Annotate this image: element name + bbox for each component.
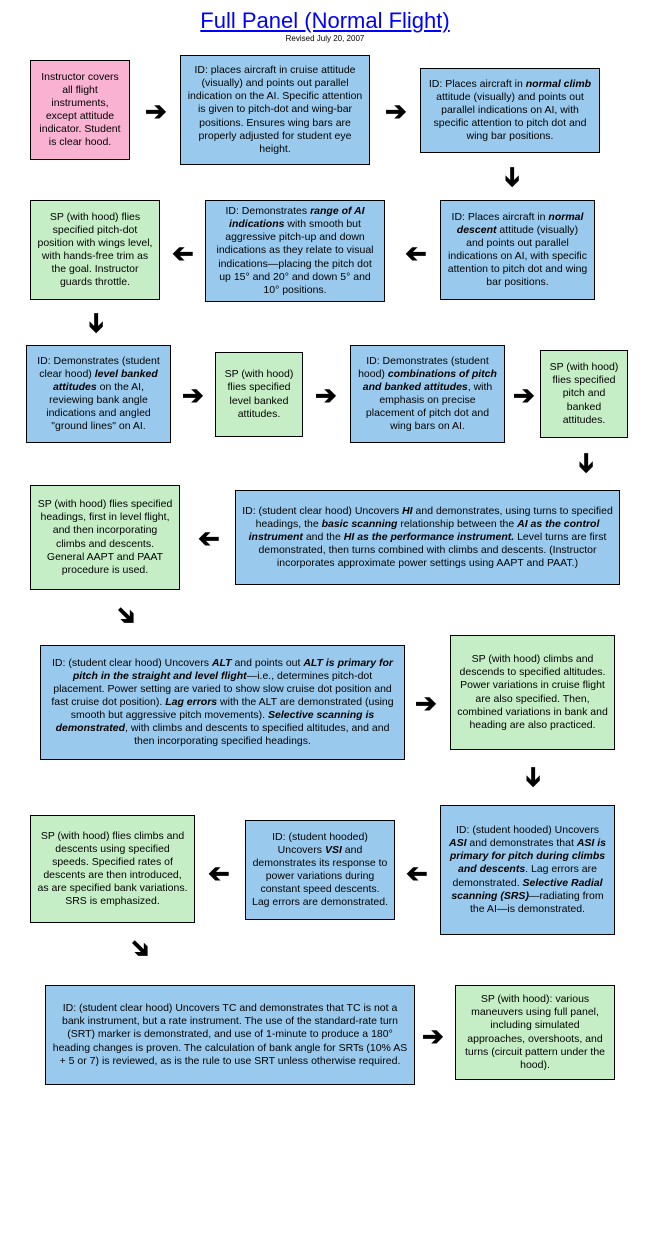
flow-node-n5: ID: Demonstrates range of AI indications… — [205, 200, 385, 302]
arrow-12: ➔ — [415, 690, 437, 716]
flow-node-n6: SP (with hood) flies specified pitch-dot… — [30, 200, 160, 300]
flow-node-n10: SP (with hood) flies specified pitch and… — [540, 350, 628, 438]
flow-node-n12: SP (with hood) flies specified headings,… — [30, 485, 180, 590]
arrow-3: ➔ — [405, 240, 427, 266]
flowchart-canvas: Full Panel (Normal Flight) Revised July … — [0, 0, 650, 1240]
flow-node-n18: ID: (student clear hood) Uncovers TC and… — [45, 985, 415, 1085]
arrow-10: ➔ — [198, 525, 220, 551]
page-subtitle: Revised July 20, 2007 — [0, 34, 650, 43]
arrow-17: ➔ — [422, 1023, 444, 1049]
flow-node-n3: ID: Places aircraft in normal climb atti… — [420, 68, 600, 153]
arrow-4: ➔ — [172, 240, 194, 266]
flow-node-n19: SP (with hood): various maneuvers using … — [455, 985, 615, 1080]
arrow-14: ➔ — [406, 860, 428, 886]
arrow-8: ➔ — [513, 382, 535, 408]
flow-node-n17: SP (with hood) flies climbs and descents… — [30, 815, 195, 923]
flow-node-n4: ID: Places aircraft in normal descent at… — [440, 200, 595, 300]
flow-node-n1: Instructor covers all flight instruments… — [30, 60, 130, 160]
flow-node-n2: ID: places aircraft in cruise attitude (… — [180, 55, 370, 165]
flow-node-n9: ID: Demonstrates (student hood) combinat… — [350, 345, 505, 443]
arrow-9: ➔ — [574, 452, 600, 474]
arrow-1: ➔ — [385, 98, 407, 124]
flow-node-n13: ID: (student clear hood) Uncovers ALT an… — [40, 645, 405, 760]
flow-node-n14: SP (with hood) climbs and descends to sp… — [450, 635, 615, 750]
flow-node-n8: SP (with hood) flies specified level ban… — [215, 352, 303, 437]
arrow-11: ➔ — [110, 598, 144, 632]
flow-node-n11: ID: (student clear hood) Uncovers HI and… — [235, 490, 620, 585]
arrow-16: ➔ — [124, 931, 158, 965]
page-title: Full Panel (Normal Flight) — [0, 8, 650, 34]
arrow-15: ➔ — [208, 860, 230, 886]
flow-node-n7: ID: Demonstrates (student clear hood) le… — [26, 345, 171, 443]
arrow-6: ➔ — [182, 382, 204, 408]
arrow-13: ➔ — [521, 766, 547, 788]
flow-node-n16: ID: (student hooded) Uncovers VSI and de… — [245, 820, 395, 920]
arrow-0: ➔ — [145, 98, 167, 124]
arrow-7: ➔ — [315, 382, 337, 408]
flow-node-n15: ID: (student hooded) Uncovers ASI and de… — [440, 805, 615, 935]
arrow-5: ➔ — [84, 312, 110, 334]
arrow-2: ➔ — [500, 166, 526, 188]
